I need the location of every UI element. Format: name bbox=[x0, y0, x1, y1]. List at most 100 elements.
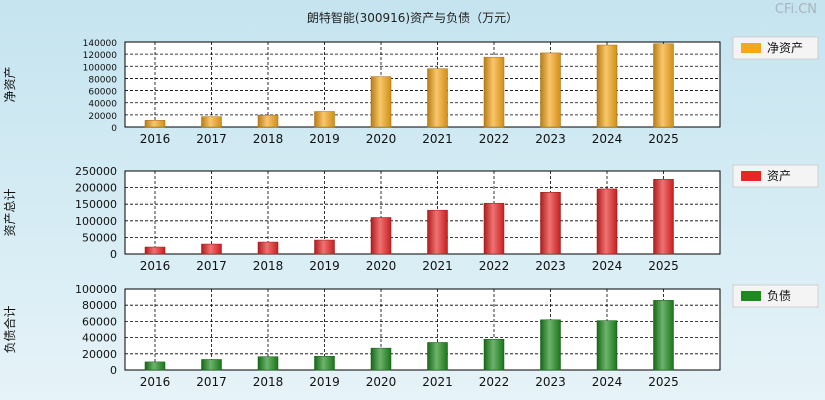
bar-2024 bbox=[596, 44, 618, 128]
x-tick-label: 2016 bbox=[140, 132, 171, 146]
legend-box bbox=[732, 164, 819, 188]
legend-swatch bbox=[741, 291, 761, 301]
x-tick-label: 2023 bbox=[535, 132, 566, 146]
bar-2024 bbox=[596, 188, 618, 255]
bar-2021 bbox=[427, 68, 448, 128]
bar-2021 bbox=[427, 342, 448, 371]
bar-2020 bbox=[370, 347, 392, 371]
bar-2017 bbox=[201, 116, 222, 128]
x-tick-label: 2017 bbox=[196, 375, 227, 389]
bar-2024 bbox=[596, 320, 618, 371]
bar-2018 bbox=[257, 114, 279, 128]
y-tick-label: 50000 bbox=[82, 231, 117, 244]
y-tick-label: 80000 bbox=[82, 299, 117, 312]
x-tick-label: 2018 bbox=[253, 375, 284, 389]
y-tick-label: 60000 bbox=[82, 315, 117, 328]
chart-panel-2: 0 50000 100000 150000 200000 250000 2016 2017 20… bbox=[3, 164, 819, 273]
y-axis-label: 净资产 bbox=[3, 66, 17, 102]
plot-area bbox=[124, 288, 721, 371]
bar-2021 bbox=[427, 209, 448, 255]
legend-box bbox=[732, 284, 819, 308]
bar-2022 bbox=[483, 338, 505, 371]
x-tick-label: 2024 bbox=[592, 132, 623, 146]
x-tick-label: 2020 bbox=[366, 259, 397, 273]
x-tick-label: 2024 bbox=[592, 375, 623, 389]
watermark-logo: CFi.CN bbox=[774, 2, 817, 17]
plot-area bbox=[124, 41, 721, 128]
x-tick-label: 2017 bbox=[196, 259, 227, 273]
legend-swatch bbox=[741, 171, 761, 181]
x-tick-label: 2024 bbox=[592, 259, 623, 273]
bar-2025 bbox=[653, 300, 674, 371]
chart-title: 朗特智能(300916)资产与负债（万元） bbox=[306, 11, 519, 25]
y-tick-label: 140000 bbox=[83, 39, 118, 49]
x-tick-label: 2020 bbox=[366, 132, 397, 146]
y-tick-label: 80000 bbox=[88, 75, 117, 85]
y-tick-label: 250000 bbox=[75, 165, 117, 178]
plot-area bbox=[124, 170, 721, 255]
y-tick-label: 120000 bbox=[83, 51, 118, 61]
x-tick-label: 2022 bbox=[479, 375, 510, 389]
legend-box bbox=[732, 36, 819, 60]
x-tick-label: 2023 bbox=[535, 259, 566, 273]
y-tick-label: 20000 bbox=[88, 112, 117, 122]
legend-label: 净资产 bbox=[767, 41, 803, 55]
y-tick-label: 20000 bbox=[82, 348, 117, 361]
x-tick-label: 2025 bbox=[648, 375, 679, 389]
x-tick-label: 2020 bbox=[366, 375, 397, 389]
y-tick-label: 40000 bbox=[82, 332, 117, 345]
y-tick-label: 0 bbox=[110, 248, 117, 261]
bar-2022 bbox=[483, 202, 505, 255]
x-tick-label: 2018 bbox=[253, 259, 284, 273]
y-tick-label: 150000 bbox=[75, 198, 117, 211]
bar-2019 bbox=[314, 111, 335, 128]
bar-2025 bbox=[653, 179, 674, 255]
bar-2018 bbox=[257, 356, 279, 371]
y-tick-label: 0 bbox=[110, 364, 117, 377]
bar-2017 bbox=[201, 359, 222, 371]
x-tick-label: 2021 bbox=[422, 132, 453, 146]
x-tick-label: 2016 bbox=[140, 259, 171, 273]
bar-2023 bbox=[540, 319, 561, 371]
legend-label: 资产 bbox=[767, 169, 791, 183]
x-tick-label: 2021 bbox=[422, 375, 453, 389]
x-tick-label: 2019 bbox=[309, 259, 340, 273]
x-tick-label: 2018 bbox=[253, 132, 284, 146]
bar-2023 bbox=[540, 52, 561, 128]
bar-2017 bbox=[201, 243, 222, 255]
x-tick-label: 2019 bbox=[309, 375, 340, 389]
x-tick-label: 2016 bbox=[140, 375, 171, 389]
x-tick-label: 2017 bbox=[196, 132, 227, 146]
y-tick-label: 200000 bbox=[75, 182, 117, 195]
bar-2020 bbox=[370, 217, 392, 255]
chart-panel-1: 0 20000 40000 60000 80000 100000 120000 140000 2… bbox=[3, 36, 819, 146]
y-tick-label: 100000 bbox=[83, 63, 118, 73]
chart-panel-3: 0 20000 40000 60000 80000 100000 2016 2017 2018 2… bbox=[2, 283, 819, 389]
x-tick-label: 2019 bbox=[309, 132, 340, 146]
y-tick-label: 0 bbox=[111, 124, 117, 134]
bar-2016 bbox=[144, 246, 166, 255]
y-tick-label: 100000 bbox=[75, 283, 117, 296]
bar-2020 bbox=[370, 76, 392, 128]
x-tick-label: 2022 bbox=[479, 132, 510, 146]
bar-2019 bbox=[314, 355, 335, 371]
y-axis-label: 资产总计 bbox=[3, 188, 17, 236]
bar-2016 bbox=[144, 120, 166, 128]
x-tick-label: 2022 bbox=[479, 259, 510, 273]
legend-label: 负债 bbox=[767, 289, 791, 303]
x-tick-label: 2023 bbox=[535, 375, 566, 389]
y-tick-label: 60000 bbox=[88, 88, 117, 98]
y-axis-label: 负债合计 bbox=[2, 305, 17, 353]
x-tick-label: 2025 bbox=[648, 259, 679, 273]
legend-swatch bbox=[741, 43, 761, 53]
y-tick-label: 40000 bbox=[88, 100, 117, 110]
bar-2016 bbox=[144, 361, 166, 371]
y-tick-label: 100000 bbox=[75, 215, 117, 228]
bar-2022 bbox=[483, 56, 505, 128]
bar-2019 bbox=[314, 239, 335, 255]
x-tick-label: 2025 bbox=[648, 132, 679, 146]
bar-2025 bbox=[653, 43, 674, 128]
bar-2023 bbox=[540, 191, 561, 255]
bar-2018 bbox=[257, 241, 279, 255]
